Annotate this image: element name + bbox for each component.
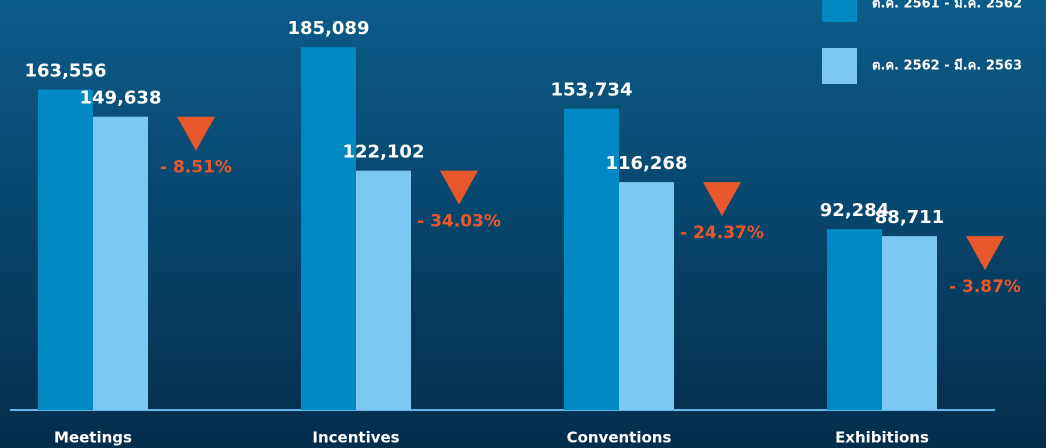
x-tick-label: Incentives xyxy=(312,429,399,447)
value-label: 149,638 xyxy=(80,88,162,109)
value-label: 163,556 xyxy=(25,60,107,81)
change-label: - 3.87% xyxy=(949,277,1021,297)
value-label: 92,284 xyxy=(820,200,889,221)
bar xyxy=(301,47,356,411)
value-label: 153,734 xyxy=(551,80,633,101)
x-tick-label: Meetings xyxy=(54,429,132,447)
change-label: - 24.37% xyxy=(680,223,764,243)
bar xyxy=(38,89,93,410)
value-label: 88,711 xyxy=(875,207,944,228)
down-arrow xyxy=(440,170,478,205)
legend-swatch xyxy=(822,0,857,22)
x-tick-label: Exhibitions xyxy=(835,429,929,447)
change-label: - 8.51% xyxy=(160,158,232,178)
x-tick-label: Conventions xyxy=(567,429,672,447)
legend-swatch xyxy=(822,48,857,84)
down-arrow xyxy=(177,116,215,151)
bar xyxy=(564,108,619,410)
legend-label: ต.ค. 2562 - มี.ค. 2563 xyxy=(872,58,1022,74)
bar xyxy=(356,170,411,410)
bar xyxy=(882,236,937,410)
legend-label: ต.ค. 2561 - มี.ค. 2562 xyxy=(872,0,1022,12)
bar xyxy=(619,182,674,410)
down-arrow xyxy=(703,182,741,217)
bar xyxy=(827,229,882,410)
value-label: 116,268 xyxy=(606,153,688,174)
bar xyxy=(93,116,148,410)
down-arrow xyxy=(966,236,1004,271)
value-label: 122,102 xyxy=(343,142,425,163)
value-label: 185,089 xyxy=(288,18,370,39)
change-label: - 34.03% xyxy=(417,212,501,232)
